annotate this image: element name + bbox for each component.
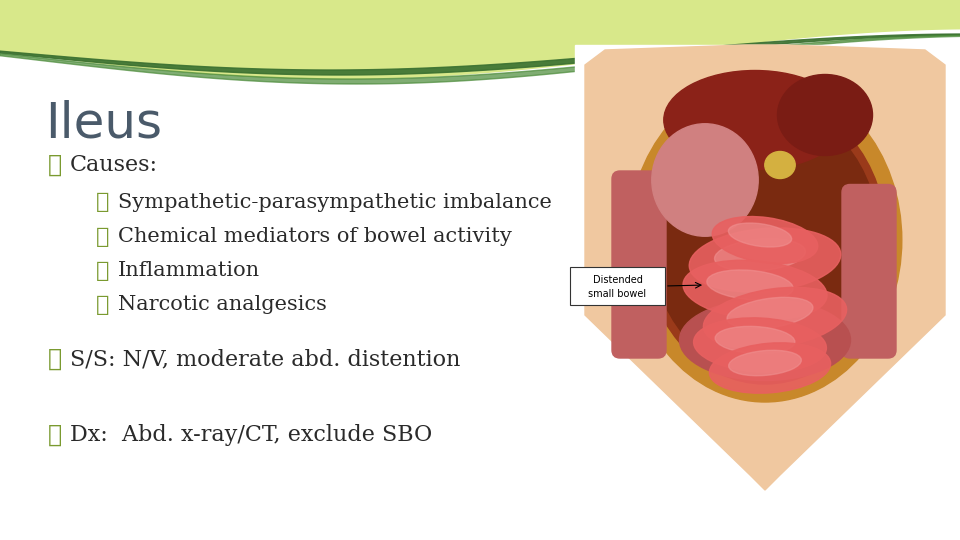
Text: ௲: ௲ — [96, 294, 109, 315]
Text: Narcotic analgesics: Narcotic analgesics — [118, 295, 326, 314]
Text: S/S: N/V, moderate abd. distention: S/S: N/V, moderate abd. distention — [70, 348, 461, 370]
Ellipse shape — [715, 326, 795, 354]
Ellipse shape — [704, 287, 847, 349]
Ellipse shape — [727, 298, 813, 329]
Ellipse shape — [628, 78, 901, 402]
Text: Sympathetic-parasympathetic imbalance: Sympathetic-parasympathetic imbalance — [118, 193, 552, 212]
Ellipse shape — [778, 75, 873, 156]
Ellipse shape — [729, 223, 792, 247]
Ellipse shape — [712, 217, 818, 264]
Ellipse shape — [652, 124, 758, 237]
Ellipse shape — [683, 260, 827, 320]
Ellipse shape — [643, 96, 887, 384]
Ellipse shape — [709, 343, 830, 393]
Polygon shape — [585, 45, 945, 490]
Ellipse shape — [680, 300, 851, 381]
Text: small bowel: small bowel — [588, 289, 647, 299]
Text: Chemical mediators of bowel activity: Chemical mediators of bowel activity — [118, 227, 512, 246]
Ellipse shape — [693, 318, 827, 372]
FancyBboxPatch shape — [842, 185, 896, 358]
Ellipse shape — [714, 239, 805, 271]
Ellipse shape — [689, 228, 841, 292]
Text: Ileus: Ileus — [45, 100, 162, 148]
Text: ௲: ௲ — [96, 260, 109, 281]
Ellipse shape — [651, 105, 879, 375]
Ellipse shape — [663, 71, 846, 170]
Text: Dx:  Abd. x-ray/CT, exclude SBO: Dx: Abd. x-ray/CT, exclude SBO — [70, 424, 432, 446]
Text: ௲: ௲ — [96, 226, 109, 247]
Ellipse shape — [707, 270, 793, 300]
Text: Distended: Distended — [592, 275, 642, 285]
FancyBboxPatch shape — [612, 171, 666, 358]
Ellipse shape — [729, 350, 802, 376]
Text: ௲: ௲ — [96, 192, 109, 213]
Text: Inflammation: Inflammation — [118, 261, 260, 280]
Text: ௲: ௲ — [48, 347, 62, 371]
Text: ௲: ௲ — [48, 153, 62, 177]
Text: Causes:: Causes: — [70, 154, 158, 176]
Ellipse shape — [765, 152, 795, 179]
Bar — [570, 267, 665, 305]
Bar — [575, 45, 955, 495]
Text: ௲: ௲ — [48, 423, 62, 447]
